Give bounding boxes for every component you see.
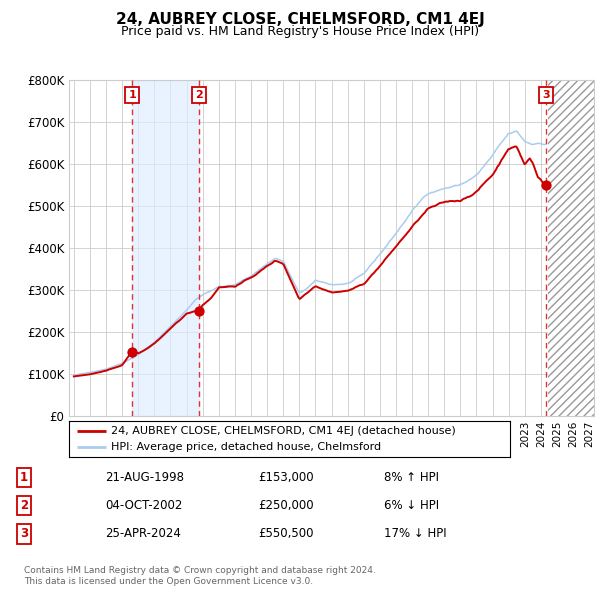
Text: £550,500: £550,500 bbox=[258, 527, 314, 540]
Bar bbox=[548, 80, 600, 416]
Text: 1: 1 bbox=[20, 471, 28, 484]
Text: Price paid vs. HM Land Registry's House Price Index (HPI): Price paid vs. HM Land Registry's House … bbox=[121, 25, 479, 38]
Text: 24, AUBREY CLOSE, CHELMSFORD, CM1 4EJ (detached house): 24, AUBREY CLOSE, CHELMSFORD, CM1 4EJ (d… bbox=[111, 425, 455, 435]
Text: 24, AUBREY CLOSE, CHELMSFORD, CM1 4EJ: 24, AUBREY CLOSE, CHELMSFORD, CM1 4EJ bbox=[116, 12, 484, 27]
Point bbox=[127, 347, 137, 356]
Text: 3: 3 bbox=[542, 90, 550, 100]
Text: 17% ↓ HPI: 17% ↓ HPI bbox=[384, 527, 446, 540]
Text: This data is licensed under the Open Government Licence v3.0.: This data is licensed under the Open Gov… bbox=[24, 577, 313, 586]
Text: 6% ↓ HPI: 6% ↓ HPI bbox=[384, 499, 439, 512]
Text: 21-AUG-1998: 21-AUG-1998 bbox=[105, 471, 184, 484]
Text: 2: 2 bbox=[195, 90, 203, 100]
Bar bbox=[132, 80, 199, 416]
Bar bbox=[548, 80, 600, 416]
Text: £250,000: £250,000 bbox=[258, 499, 314, 512]
Point bbox=[541, 180, 551, 189]
Text: 04-OCT-2002: 04-OCT-2002 bbox=[105, 499, 182, 512]
Text: 1: 1 bbox=[128, 90, 136, 100]
Text: Contains HM Land Registry data © Crown copyright and database right 2024.: Contains HM Land Registry data © Crown c… bbox=[24, 566, 376, 575]
Text: 8% ↑ HPI: 8% ↑ HPI bbox=[384, 471, 439, 484]
Text: HPI: Average price, detached house, Chelmsford: HPI: Average price, detached house, Chel… bbox=[111, 442, 381, 453]
Point bbox=[194, 306, 203, 316]
Text: 25-APR-2024: 25-APR-2024 bbox=[105, 527, 181, 540]
Text: 2: 2 bbox=[20, 499, 28, 512]
Text: 3: 3 bbox=[20, 527, 28, 540]
Text: £153,000: £153,000 bbox=[258, 471, 314, 484]
